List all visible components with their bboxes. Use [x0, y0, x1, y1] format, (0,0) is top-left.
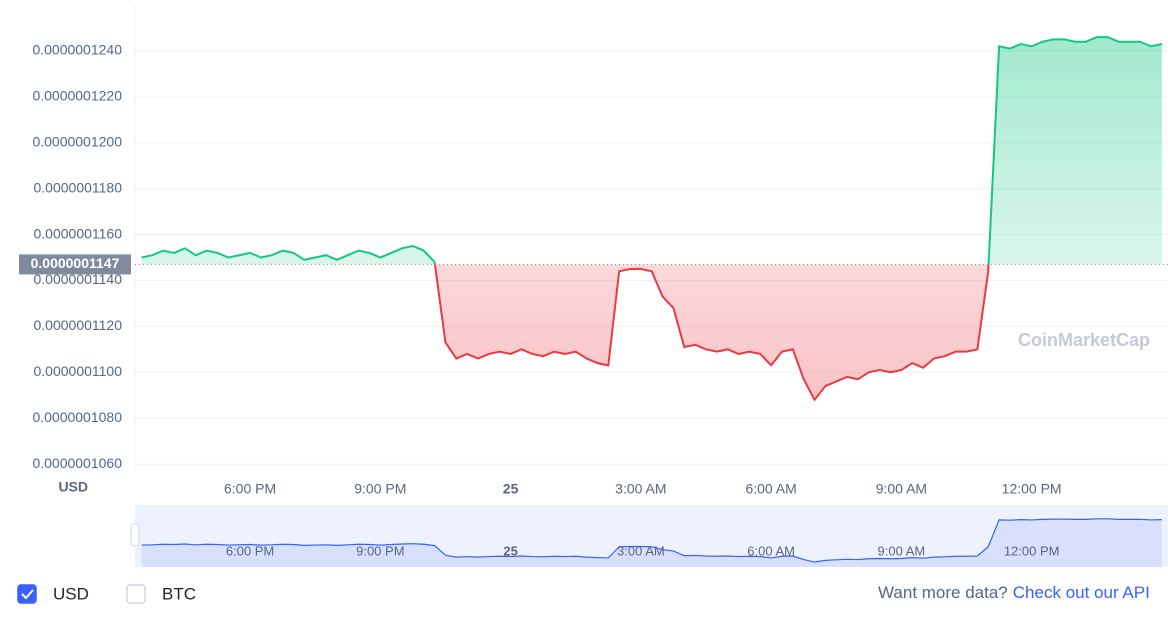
y-tick-label: 0.0000001200 — [32, 133, 122, 149]
x-tick-label: 25 — [503, 481, 519, 497]
prompt: Want more data? — [878, 583, 1008, 602]
navigator-tick-label: 6:00 PM — [226, 543, 274, 558]
x-tick-label: 6:00 AM — [745, 481, 796, 497]
y-tick-label: 0.0000001120 — [34, 317, 123, 333]
currency-label: USD — [53, 584, 89, 603]
area-down — [434, 264, 989, 400]
axis-unit: USD — [58, 479, 88, 495]
navigator-tick-label: 9:00 AM — [878, 543, 926, 558]
navigator-line — [141, 518, 1162, 563]
navigator-tick-label: 3:00 AM — [617, 543, 665, 558]
api-link[interactable]: Check out our API — [1013, 583, 1150, 602]
navigator: 6:00 PM 9:00 PM 25 3:00 AM 6:00 AM 9:00 AM 12:… — [135, 505, 1168, 567]
x-tick-label: 3:00 AM — [615, 481, 666, 497]
x-tick-label: 12:00 PM — [1002, 481, 1062, 497]
navigator-tick-label: 12:00 PM — [1004, 543, 1060, 558]
reference-label-bg — [19, 254, 131, 275]
navigator-handle[interactable] — [130, 523, 140, 547]
y-tick-label: 0.0000001060 — [32, 455, 122, 471]
y-tick-label: 0.0000001100 — [34, 363, 123, 379]
currency-checkbox[interactable] — [126, 584, 146, 604]
y-tick-label: 0.0000001140 — [34, 271, 123, 287]
price-line-up — [141, 36, 1163, 265]
navigator-tick-label: 25 — [503, 543, 517, 558]
x-tick-label: 6:00 PM — [224, 481, 276, 497]
y-tick-label: 0.0000001180 — [34, 179, 123, 195]
price-line-down — [433, 264, 990, 402]
navigator-tick-label: 6:00 AM — [747, 543, 795, 558]
navigator-area — [141, 518, 1162, 567]
y-tick-label: 0.0000001240 — [32, 42, 122, 58]
checkmark — [21, 589, 34, 600]
currency-checkbox[interactable] — [17, 584, 37, 604]
y-tick-label: 0.0000001160 — [34, 225, 123, 241]
x-tick-label: 9:00 PM — [354, 481, 406, 497]
more-data-text: Want more data? Check out our API — [878, 583, 1150, 602]
currency-label: BTC — [162, 584, 196, 603]
navigator-tick-label: 9:00 PM — [356, 543, 404, 558]
navigator-background — [135, 505, 1168, 567]
y-tick-label: 0.0000001080 — [32, 409, 122, 425]
x-tick-label: 9:00 AM — [876, 481, 927, 497]
watermark: CoinMarketCap — [1018, 330, 1150, 350]
y-tick-label: 0.0000001220 — [32, 88, 122, 104]
area-up — [141, 37, 1162, 265]
reference-label: 0.0000001147 — [31, 255, 120, 271]
